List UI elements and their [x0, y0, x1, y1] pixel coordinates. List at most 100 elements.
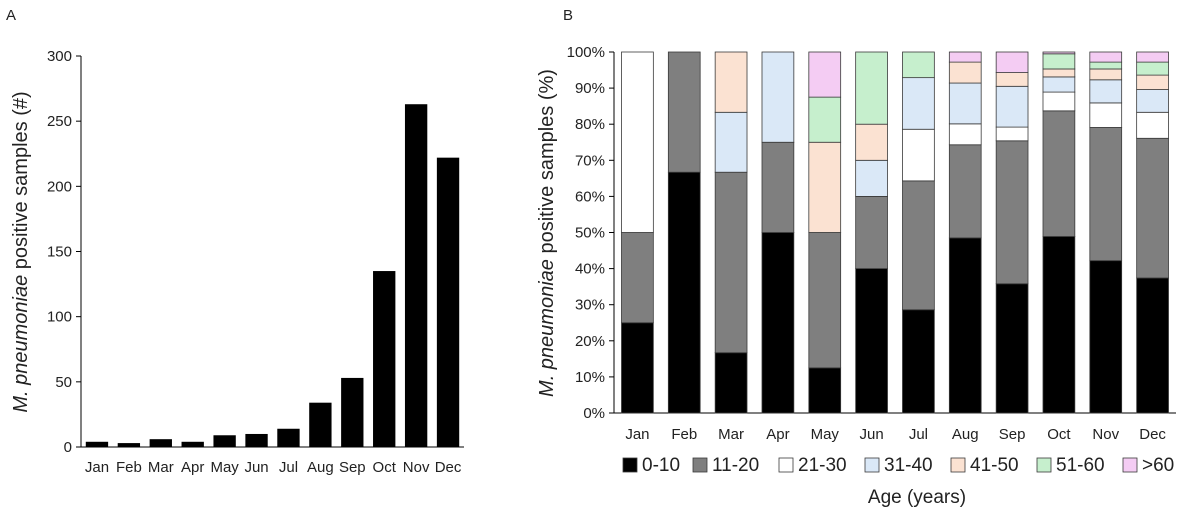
- panel-a-bar-mar: [149, 439, 172, 447]
- panel-b-segment-apr-0: [761, 232, 795, 414]
- panel-b-legend-label: 31-40: [884, 455, 933, 476]
- panel-b-segment-dec-5: [1136, 61, 1169, 76]
- panel-b-segment-nov-2: [1089, 102, 1123, 128]
- panel-b-segment-nov-4: [1089, 68, 1123, 81]
- panel-a-y-tick-label: 250: [47, 113, 72, 130]
- panel-a-bar-jul: [277, 428, 300, 447]
- panel-a-y-axis-label-rest: positive samples (#): [10, 91, 32, 274]
- panel-b-segment-mar-4: [714, 51, 748, 113]
- panel-b-segment-oct-1: [1042, 110, 1076, 237]
- panel-a-y-ticks: 0 50 100 150 200 250 300: [47, 48, 81, 456]
- panel-a-x-tick-label: Feb: [116, 459, 142, 476]
- panel-b-x-tick-label: Nov: [1092, 426, 1119, 443]
- panel-b-legend-label: 41-50: [970, 455, 1019, 476]
- panel-b-segment-jul-0: [902, 309, 935, 414]
- panel-a-y-tick-label: 100: [47, 309, 72, 326]
- panel-b-segment-may-0: [808, 367, 842, 414]
- panel-b-segment-sep-3: [995, 85, 1029, 128]
- panel-b-y-tick-label: 60%: [575, 188, 605, 205]
- panel-b-segment-sep-0: [995, 283, 1029, 414]
- panel-b-segment-aug-4: [948, 61, 982, 84]
- panel-b-segment-jun-4: [855, 123, 888, 161]
- panel-b-y-tick-label: 0%: [583, 405, 605, 422]
- panel-b-segment-sep-1: [995, 140, 1029, 285]
- panel-b-segment-feb-1: [667, 51, 701, 173]
- panel-b-segment-nov-3: [1089, 79, 1123, 104]
- panel-b-legend-swatch: [864, 457, 880, 473]
- panel-b-legend-label: 51-60: [1056, 455, 1105, 476]
- panel-b-legend-label: 0-10: [642, 455, 680, 476]
- panel-b-legend-swatch: [1122, 457, 1138, 473]
- panel-b-x-tick-label: Sep: [999, 426, 1026, 443]
- panel-b-segment-apr-3: [761, 51, 795, 143]
- panel-a-bar-aug: [309, 402, 332, 447]
- panel-a-x-tick-label: May: [210, 459, 239, 476]
- panel-a-bar-apr: [181, 441, 204, 447]
- panel-b-segment-jul-5: [902, 51, 935, 79]
- panel-b-segment-may-1: [808, 232, 842, 369]
- panel-b-y-tick-label: 100%: [567, 44, 605, 61]
- panel-b-segment-nov-0: [1089, 260, 1123, 414]
- panel-a-y-axis-label: M. pneumoniae positive samples (#): [10, 91, 32, 412]
- panel-b-segment-oct-5: [1042, 53, 1076, 70]
- panel-a-y-tick-label: 50: [55, 374, 72, 391]
- panel-b-segment-aug-0: [948, 237, 982, 414]
- panel-b-y-axis-label-rest: positive samples (%): [536, 69, 558, 259]
- panel-b-legend: 0-10 11-20 21-30 31-40 41-50 51-60 >60: [622, 455, 1174, 476]
- panel-b-segment-may-4: [808, 141, 842, 233]
- panel-a-y-tick-label: 200: [47, 178, 72, 195]
- panel-b-x-tick-label: Aug: [952, 426, 979, 443]
- panel-b-segment-jan-1: [621, 232, 654, 324]
- panel-a-x-tick-label: Jun: [244, 459, 268, 476]
- panel-b-y-axis-label: M. pneumoniae positive samples (%): [536, 69, 558, 397]
- panel-a-chart: A M. pneumoniae positive samples (#) 0 50…: [6, 7, 464, 476]
- panel-b-legend-label: >60: [1142, 455, 1174, 476]
- panel-b-y-ticks: 0% 10% 20% 30% 40% 50% 60% 70% 80% 90% 100%: [567, 44, 614, 422]
- panel-b-legend-swatch: [1036, 457, 1052, 473]
- panel-b-segment-jul-3: [902, 77, 935, 130]
- panel-b-y-tick-label: 30%: [575, 297, 605, 314]
- panel-b-segment-may-5: [808, 96, 842, 143]
- panel-b-x-tick-label: Feb: [671, 426, 697, 443]
- panel-a-x-tick-label: Sep: [339, 459, 366, 476]
- panel-b-y-tick-label: 70%: [575, 152, 605, 169]
- panel-b-segment-oct-6: [1042, 51, 1076, 55]
- panel-b-x-axis-label: Age (years): [868, 487, 966, 508]
- panel-a-y-tick-label: 150: [47, 244, 72, 261]
- panel-a-x-tick-label: Jan: [85, 459, 109, 476]
- panel-a-bar-sep: [341, 377, 364, 447]
- panel-b-y-tick-label: 50%: [575, 225, 605, 242]
- panel-b-legend-swatch: [692, 457, 708, 473]
- panel-b-x-tick-label: Jun: [859, 426, 883, 443]
- panel-b-segment-dec-0: [1136, 277, 1169, 414]
- panel-b-segment-jun-0: [855, 268, 888, 414]
- panel-b-segment-oct-3: [1042, 76, 1076, 93]
- panel-a-bar-oct: [373, 271, 396, 447]
- panel-b-legend-label: 21-30: [798, 455, 847, 476]
- panel-b-chart: B M. pneumoniae positive samples (%) 0% 1…: [536, 7, 1176, 508]
- panel-b-legend-label: 11-20: [712, 455, 759, 476]
- panel-b-segment-jun-1: [855, 195, 888, 269]
- panel-b-segment-dec-3: [1136, 89, 1169, 113]
- panel-b-y-tick-label: 40%: [575, 261, 605, 278]
- panel-a-x-ticks: Jan Feb Mar Apr May Jun Jul Aug Sep Oct Nov Dec: [85, 459, 462, 476]
- panel-b-x-ticks: Jan Feb Mar Apr May Jun Jul Aug Sep Oct Nov Dec: [625, 426, 1166, 443]
- panel-a-x-tick-label: Aug: [307, 459, 334, 476]
- panel-b-x-tick-label: Jul: [909, 426, 928, 443]
- panel-b-segment-nov-5: [1089, 61, 1123, 70]
- panel-a-bars: [85, 104, 460, 448]
- panel-a-x-tick-label: Jul: [279, 459, 298, 476]
- panel-b-segment-dec-6: [1136, 51, 1169, 63]
- panel-b-segment-dec-1: [1136, 137, 1169, 279]
- panel-a-bar-jan: [85, 441, 109, 447]
- panel-a-x-tick-label: Apr: [181, 459, 204, 476]
- panel-a-x-tick-label: Dec: [435, 459, 462, 476]
- panel-a-bar-may: [213, 435, 236, 447]
- panel-b-y-axis-label-species: M. pneumoniae: [536, 259, 558, 397]
- panel-b-segment-aug-6: [948, 51, 982, 63]
- panel-b-segment-jan-2: [621, 51, 654, 233]
- panel-a-y-axis-label-species: M. pneumoniae: [10, 275, 32, 413]
- panel-b-segment-jul-1: [902, 180, 935, 311]
- panel-b-segment-aug-3: [948, 82, 982, 125]
- panel-a-x-tick-label: Nov: [403, 459, 430, 476]
